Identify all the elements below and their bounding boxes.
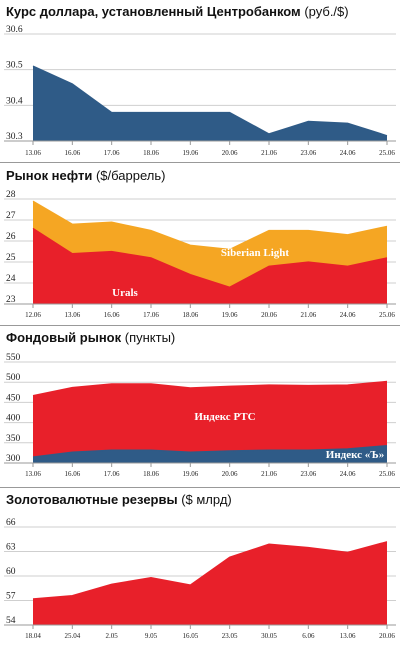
x-tick-label: 30.05 xyxy=(261,632,277,640)
oil-market-title: Рынок нефти ($/баррель) xyxy=(6,168,166,183)
x-tick-label: 16.06 xyxy=(104,311,120,319)
y-tick-label: 27 xyxy=(6,211,16,221)
y-tick-label: 26 xyxy=(6,232,16,242)
series-label: Индекс «Ъ» xyxy=(326,449,384,461)
x-tick-label: 24.06 xyxy=(340,311,356,319)
x-tick-label: 18.06 xyxy=(143,149,159,157)
x-tick-label: 18.06 xyxy=(143,470,159,478)
x-tick-label: 25.06 xyxy=(379,149,395,157)
x-tick-label: 18.04 xyxy=(25,632,41,640)
y-tick-label: 63 xyxy=(6,543,16,553)
x-tick-label: 20.06 xyxy=(222,149,238,157)
x-tick-label: 17.06 xyxy=(104,470,120,478)
divider xyxy=(0,162,400,163)
x-tick-label: 24.06 xyxy=(340,470,356,478)
y-tick-label: 300 xyxy=(6,454,21,464)
x-tick-label: 19.06 xyxy=(222,311,238,319)
y-tick-label: 57 xyxy=(6,592,16,602)
x-tick-label: 23.06 xyxy=(300,149,316,157)
x-tick-label: 20.06 xyxy=(379,632,395,640)
x-tick-label: 17.06 xyxy=(143,311,159,319)
x-tick-label: 20.06 xyxy=(222,470,238,478)
y-tick-label: 23 xyxy=(6,295,16,305)
stock-market-title: Фондовый рынок (пункты) xyxy=(6,330,176,345)
divider xyxy=(0,487,400,488)
x-tick-label: 23.05 xyxy=(222,632,238,640)
y-tick-label: 30.6 xyxy=(6,25,23,35)
series-line-1 xyxy=(32,445,388,458)
y-tick-label: 30.4 xyxy=(6,96,23,106)
x-tick-label: 13.06 xyxy=(25,149,41,157)
x-tick-label: 13.06 xyxy=(25,470,41,478)
x-tick-label: 21.06 xyxy=(261,470,277,478)
y-tick-label: 24 xyxy=(6,274,16,284)
series-area-0 xyxy=(33,66,387,141)
x-tick-label: 23.06 xyxy=(300,470,316,478)
x-tick-label: 13.06 xyxy=(340,632,356,640)
x-tick-label: 20.06 xyxy=(261,311,277,319)
stock-market-chart: 300 350 400 450 500 550 Индекс РТС Индекс «Ъ» 13… xyxy=(4,353,396,478)
series-label: Urals xyxy=(112,287,138,299)
x-tick-label: 25.06 xyxy=(379,311,395,319)
x-tick-label: 21.06 xyxy=(300,311,316,319)
x-tick-label: 21.06 xyxy=(261,149,277,157)
y-tick-label: 60 xyxy=(6,567,16,577)
x-tick-label: 9.05 xyxy=(145,632,158,640)
x-tick-label: 25.04 xyxy=(64,632,80,640)
oil-market-chart: 23 24 25 26 27 28 Siberian Light Urals 12.06 13.0… xyxy=(4,190,396,319)
reserves-chart: 54 57 60 63 66 18.04 25.04 2.05 9.05 16.05 23.05 30… xyxy=(4,518,396,640)
divider xyxy=(0,325,400,326)
x-tick-label: 12.06 xyxy=(25,311,41,319)
series-area-0 xyxy=(33,381,387,463)
y-tick-label: 30.5 xyxy=(6,61,23,71)
y-tick-label: 400 xyxy=(6,414,21,424)
x-tick-label: 2.05 xyxy=(106,632,119,640)
x-tick-label: 16.05 xyxy=(182,632,198,640)
x-tick-label: 18.06 xyxy=(182,311,198,319)
x-tick-label: 25.06 xyxy=(379,470,395,478)
series-label: Индекс РТС xyxy=(194,411,255,423)
usd-rate-title: Курс доллара, установленный Центробанком… xyxy=(6,4,349,19)
series-area-0 xyxy=(33,541,387,625)
series-line-0 xyxy=(32,65,388,137)
x-tick-label: 16.06 xyxy=(64,149,80,157)
series-line-0 xyxy=(32,380,388,397)
series-label: Siberian Light xyxy=(221,247,289,259)
x-tick-label: 24.06 xyxy=(340,149,356,157)
y-tick-label: 66 xyxy=(6,518,16,528)
y-tick-label: 350 xyxy=(6,434,21,444)
y-tick-label: 450 xyxy=(6,393,21,403)
y-tick-label: 550 xyxy=(6,353,21,363)
usd-rate-chart: 30.3 30.4 30.5 30.6 13.06 16.06 17.06 18.06 19.0… xyxy=(4,25,396,157)
y-tick-label: 500 xyxy=(6,373,21,383)
x-tick-label: 19.06 xyxy=(182,149,198,157)
y-tick-label: 28 xyxy=(6,190,16,200)
x-tick-label: 16.06 xyxy=(64,470,80,478)
series-area-1 xyxy=(33,228,387,304)
x-tick-label: 19.06 xyxy=(182,470,198,478)
series-line-0 xyxy=(32,200,388,251)
reserves-title: Золотовалютные резервы ($ млрд) xyxy=(6,492,232,507)
y-tick-label: 25 xyxy=(6,253,16,263)
series-line-1 xyxy=(32,227,388,288)
x-tick-label: 6.06 xyxy=(302,632,315,640)
series-line-0 xyxy=(32,541,388,600)
x-tick-label: 13.06 xyxy=(64,311,80,319)
y-tick-label: 54 xyxy=(6,616,16,626)
series-area-1 xyxy=(33,445,387,463)
y-tick-label: 30.3 xyxy=(6,132,23,142)
x-tick-label: 17.06 xyxy=(104,149,120,157)
